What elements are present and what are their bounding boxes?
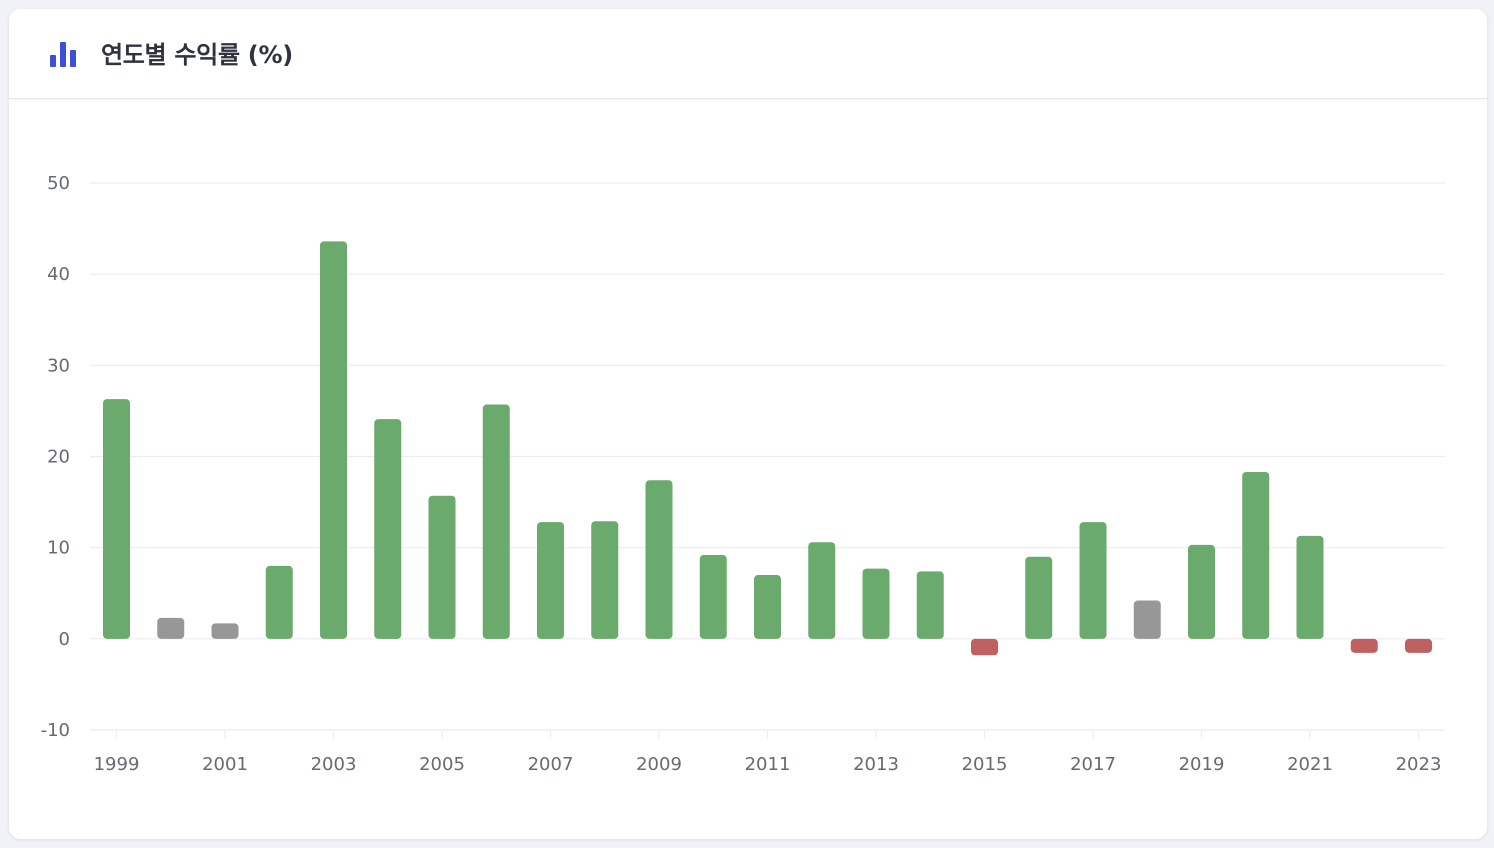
x-tick-label: 2013 xyxy=(853,754,899,775)
bar-chart-icon xyxy=(50,42,76,67)
bar-2003 xyxy=(320,241,347,639)
bar-2000 xyxy=(157,617,185,639)
bar-2017 xyxy=(1079,522,1107,639)
bar-2006 xyxy=(482,404,510,639)
x-tick-label: 1999 xyxy=(94,754,140,775)
y-tick-label: 30 xyxy=(47,355,70,376)
card-header: 연도별 수익률 (%) xyxy=(9,9,1487,99)
x-tick-label: 2023 xyxy=(1396,754,1442,775)
bar-chart: 50 40 30 20 10 0 -10 1999 2001 2003 2005 2007 2009 20… xyxy=(41,173,1445,775)
bar-2008 xyxy=(591,521,619,639)
x-tick-label: 2003 xyxy=(311,754,357,775)
bar-2010 xyxy=(699,554,727,639)
bar-2016 xyxy=(1025,556,1053,639)
bar-2004 xyxy=(374,419,402,639)
bar-2005 xyxy=(428,495,456,639)
bar-2019 xyxy=(1188,544,1215,639)
bar-2001 xyxy=(211,623,239,639)
x-tick-label: 2017 xyxy=(1070,754,1116,775)
bar-2002 xyxy=(265,565,293,639)
bar-2022 xyxy=(1350,638,1378,653)
bar-1999 xyxy=(103,399,130,639)
y-tick-label: -10 xyxy=(41,720,70,741)
y-tick-label: 0 xyxy=(59,629,70,650)
bar-2015 xyxy=(971,638,998,656)
bar-2013 xyxy=(862,568,890,639)
x-tick-label: 2019 xyxy=(1179,754,1225,775)
x-tick-label: 2021 xyxy=(1287,754,1333,775)
y-tick-label: 20 xyxy=(47,447,70,468)
bar-2020 xyxy=(1242,471,1270,639)
y-tick-label: 40 xyxy=(47,264,70,285)
x-tick-label: 2007 xyxy=(528,754,574,775)
x-tick-label: 2005 xyxy=(419,754,465,775)
bar-2021 xyxy=(1296,535,1324,639)
bar-2023 xyxy=(1405,638,1432,653)
y-tick-label: 50 xyxy=(47,173,70,194)
x-tick-label: 2001 xyxy=(202,754,248,775)
x-tick-label: 2015 xyxy=(962,754,1008,775)
x-tick-label: 2011 xyxy=(745,754,791,775)
bar-2009 xyxy=(645,480,673,639)
chart-title: 연도별 수익률 (%) xyxy=(101,41,293,69)
bar-2018 xyxy=(1133,600,1161,639)
x-tick-label: 2009 xyxy=(636,754,682,775)
bar-2007 xyxy=(537,522,564,639)
bar-2011 xyxy=(754,575,781,639)
y-tick-label: 10 xyxy=(47,538,70,559)
chart-card: 연도별 수익률 (%) 50 40 30 20 10 0 -10 1999 2001 2003 20… xyxy=(9,9,1487,839)
bar-2012 xyxy=(808,542,836,639)
bar-2014 xyxy=(916,571,944,639)
